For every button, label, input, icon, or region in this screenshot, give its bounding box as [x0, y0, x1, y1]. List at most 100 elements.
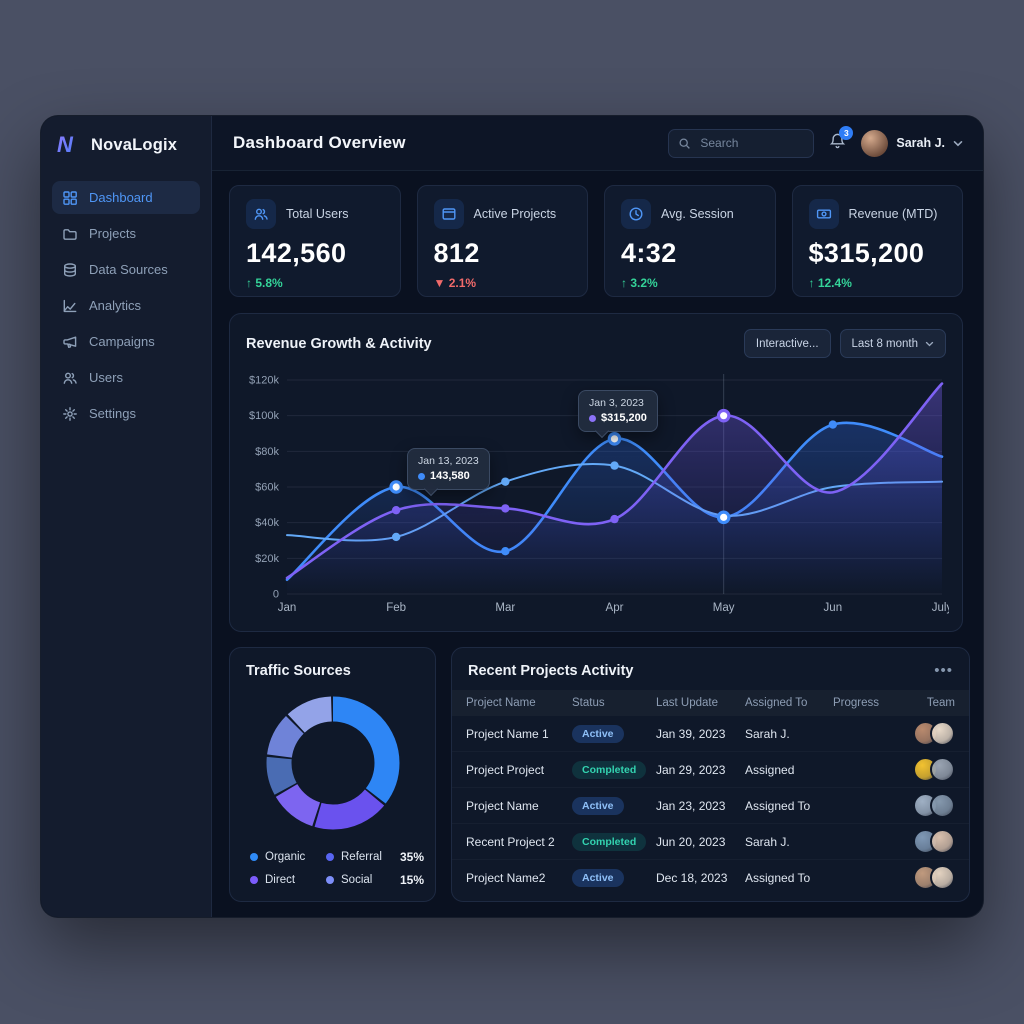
team-avatar [930, 721, 955, 746]
tooltip-dot [418, 472, 425, 480]
dashboard-icon [63, 190, 77, 205]
status-cell: Active [572, 796, 656, 815]
chart-tooltip: Jan 3, 2023 $315,200 [578, 390, 658, 432]
notifications-button[interactable]: 3 [829, 125, 854, 155]
stat-label: Revenue (MTD) [848, 207, 938, 221]
search-box[interactable] [668, 128, 815, 158]
last-update: Jan 39, 2023 [656, 726, 726, 741]
column-header-progress: Progress [833, 697, 880, 709]
topbar: Dashboard Overview 3 Sa [212, 116, 983, 171]
traffic-legend: Organic Referral 35% Direct Social 15% [250, 850, 425, 887]
assigned-to: Assigned [745, 762, 795, 777]
sidebar-item-dashboard[interactable]: Dashboard [52, 181, 200, 214]
team-avatar [930, 757, 955, 782]
data-point-highlight[interactable] [607, 432, 622, 446]
stat-icon-box [621, 199, 651, 229]
project-name: Project Name2 [466, 870, 546, 885]
topbar-right: 3 Sarah J. [668, 125, 963, 158]
megaphone-icon [63, 336, 77, 348]
project-name: Recent Project 2 [466, 834, 555, 849]
table-row[interactable]: Project Name2 Active Dec 18, 2023 Assigned … [452, 859, 969, 895]
legend-dot [250, 876, 258, 884]
page-title: Dashboard Overview [233, 133, 406, 152]
stat-card-header: Total Users [246, 199, 384, 229]
sidebar-item-data-sources[interactable]: Data Sources [52, 253, 200, 286]
data-point-highlight[interactable] [716, 510, 731, 525]
sidebar-item-settings[interactable]: Settings [52, 397, 200, 430]
folder-icon [63, 228, 77, 240]
status-badge: Active [572, 724, 624, 743]
sidebar-item-label: Settings [89, 406, 136, 421]
sidebar-item-label: Analytics [89, 298, 142, 313]
donut-segment[interactable] [266, 696, 399, 830]
data-point[interactable] [501, 504, 510, 513]
chevron-down-icon [925, 341, 934, 346]
legend-dot [326, 853, 334, 861]
sidebar-item-label: Projects [89, 226, 136, 241]
data-point[interactable] [391, 532, 401, 542]
status-badge: Completed [572, 760, 647, 779]
interactive-button[interactable]: Interactive... [743, 329, 831, 358]
data-point[interactable] [391, 505, 401, 515]
sidebar-item-analytics[interactable]: Analytics [52, 289, 200, 322]
database-icon [63, 262, 77, 277]
clock-icon [629, 207, 643, 221]
date-range-dropdown[interactable]: Last 8 month [839, 329, 946, 358]
projects-table-header: Project Name Status Last Update Assigned To… [452, 690, 969, 716]
traffic-donut-chart[interactable] [258, 688, 408, 838]
column-header-team: Team [926, 697, 955, 709]
stat-delta: ▼ 2.1% [433, 276, 477, 290]
data-point[interactable] [610, 514, 619, 524]
main-area: Dashboard Overview 3 Sa [212, 116, 983, 917]
donut-segment[interactable] [266, 696, 399, 830]
data-point[interactable] [501, 477, 510, 486]
status-badge: Active [572, 796, 624, 815]
user-menu[interactable]: Sarah J. [861, 129, 963, 157]
last-update: Jan 23, 2023 [656, 798, 726, 813]
stat-value: $315,200 [808, 238, 925, 268]
stat-icon-box [808, 199, 839, 229]
table-row[interactable]: Recent Project 2 Completed Jun 20, 2023 Sar… [452, 823, 969, 859]
users-icon [254, 208, 268, 220]
status-cell: Completed [572, 760, 656, 779]
legend-percent: 15% [400, 873, 425, 887]
team-cell [913, 793, 955, 818]
stat-value: 812 [433, 238, 480, 268]
sidebar-nav: Dashboard Projects Data Sources Analytics Ca… [52, 181, 200, 430]
stat-label: Total Users [286, 207, 349, 221]
data-point-highlight[interactable] [389, 480, 403, 494]
search-input[interactable] [698, 135, 793, 151]
team-cell [913, 721, 955, 746]
projects-panel-title: Recent Projects Activity [468, 663, 634, 679]
data-point[interactable] [828, 420, 838, 429]
stat-card-active-projects: Active Projects 812 ▼ 2.1% [416, 185, 588, 297]
y-tick-label: $40k [255, 517, 279, 529]
x-tick-label: Mar [495, 602, 515, 614]
stat-delta: ↑ 5.8% [246, 276, 283, 290]
brand-logo: N NovaLogix [52, 133, 200, 157]
project-name: Project Name 1 [466, 726, 549, 741]
team-avatar [930, 865, 955, 890]
table-row[interactable]: Project Name 1 Active Jan 39, 2023 Sarah J. [452, 716, 969, 751]
legend-dot [326, 876, 334, 884]
sidebar-item-projects[interactable]: Projects [52, 217, 200, 250]
user-avatar [861, 129, 889, 157]
data-point[interactable] [501, 547, 510, 556]
table-row[interactable]: Project Name Active Jan 23, 2023 Assigned T… [452, 787, 969, 823]
sidebar-item-users[interactable]: Users [52, 361, 200, 394]
x-tick-label: Jan [278, 602, 297, 614]
donut-segment[interactable] [266, 696, 399, 830]
legend-item-referral: Referral [326, 851, 400, 863]
data-point[interactable] [610, 461, 619, 470]
table-row[interactable]: Project Project Completed Jan 29, 2023 Assi… [452, 751, 969, 787]
tooltip-value: 143,580 [418, 470, 479, 482]
data-point-highlight[interactable] [716, 408, 731, 423]
users-icon [63, 372, 77, 384]
stat-delta: ↑ 12.4% [808, 276, 852, 290]
panel-menu-button[interactable]: ••• [934, 662, 953, 679]
content: Total Users 142,560 ↑ 5.8% Active Projects 8… [212, 171, 983, 917]
sidebar-item-campaigns[interactable]: Campaigns [52, 325, 200, 358]
stat-delta: ↑ 3.2% [621, 276, 658, 290]
column-header-last-update: Last Update [656, 697, 719, 709]
